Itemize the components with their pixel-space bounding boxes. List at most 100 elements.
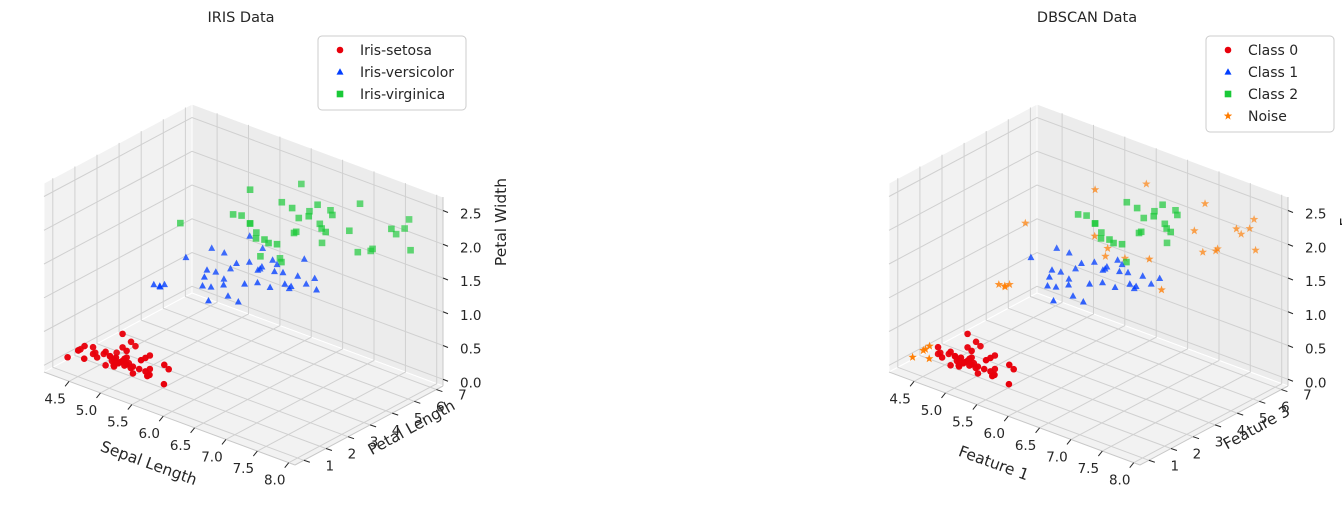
y-tick-mark [1281,389,1288,393]
legend-label: Iris-versicolor [360,65,454,81]
grid-line-z [43,285,444,380]
data-point-iris-versicolor [258,263,266,270]
data-point-class-0 [957,354,965,361]
data-point-iris-virginica [257,252,264,260]
data-point-iris-virginica [261,236,268,243]
legend-marker [336,68,344,75]
legend-label: Class 0 [1248,43,1298,59]
z-tick-label: 0.5 [1305,342,1326,358]
data-point-iris-setosa [160,380,168,388]
data-point-iris-virginica [288,204,296,212]
y-tick-mark [1214,424,1222,428]
data-point-noise [1090,185,1100,194]
grid-line-y [118,142,371,426]
grid-line-z [888,285,1289,380]
data-point-class-2 [1140,214,1148,222]
x-tick-label: 7.0 [1046,449,1067,465]
data-point-iris-versicolor [311,274,319,281]
x-tick-mark [1097,450,1103,457]
data-point-iris-virginica [295,214,303,222]
z-tick-label: 1.0 [1305,308,1326,324]
data-point-iris-versicolor [241,280,249,287]
data-point-iris-versicolor [300,255,308,262]
data-point-iris-setosa [144,372,151,380]
data-point-iris-versicolor [254,266,262,273]
y-tick-label: 6 [436,399,445,415]
z-tick-mark [442,210,449,213]
data-point-class-2 [1118,240,1126,248]
data-point-iris-versicolor [287,282,295,289]
data-point-class-2 [1159,201,1166,209]
data-point-class-2 [1133,204,1141,212]
data-point-class-1 [1079,298,1087,305]
data-point-iris-setosa [132,342,139,350]
data-point-iris-virginica [354,248,362,256]
z-tick-label: 0.0 [460,375,481,391]
data-point-class-1 [1050,297,1057,304]
data-point-iris-virginica [405,216,413,223]
y-axis-line [1139,385,1289,466]
x-tick-label: 7.0 [201,449,222,465]
x-tick-label: 6.0 [983,426,1004,442]
z-tick-mark [1287,243,1294,247]
grid-line-y [74,166,327,449]
z-tick-label: 2.0 [460,240,481,256]
data-point-noise [1142,179,1151,188]
z-axis-label: F [1337,217,1342,226]
data-point-noise [921,344,930,353]
data-point-class-1 [1065,281,1072,288]
data-point-iris-virginica [265,239,272,247]
data-point-iris-setosa [64,353,71,361]
data-point-iris-versicolor [313,286,320,293]
chart-title: DBSCAN Data [1037,10,1137,26]
data-point-iris-virginica [316,220,324,228]
z-tick-label: 2.5 [460,207,481,223]
y-tick-label: 4 [1237,423,1246,439]
data-point-iris-versicolor [182,253,190,261]
data-point-iris-versicolor [207,283,215,290]
data-point-iris-versicolor [266,283,274,290]
y-tick-mark [325,448,333,451]
data-point-noise [1190,226,1199,235]
data-point-class-2 [1083,212,1090,219]
data-point-iris-setosa [129,370,137,377]
data-point-class-2 [1172,206,1179,214]
legend: Iris-setosa Iris-versicolor Iris-virginica [317,35,467,111]
x-tick-label: 8.0 [264,473,285,489]
data-point-class-0 [1010,365,1017,373]
data-point-iris-virginica [392,230,400,238]
data-point-class-1 [1078,259,1085,266]
data-point-class-0 [1005,380,1013,388]
data-point-iris-virginica [177,219,184,227]
x-tick-label: 5.0 [921,403,942,419]
data-point-noise [1198,247,1207,256]
data-point-noise [925,354,934,363]
data-point-iris-versicolor [161,280,168,288]
data-point-iris-versicolor [199,282,206,289]
data-point-iris-virginica [407,246,414,254]
data-point-class-0 [966,362,973,369]
grid-line-y [919,166,1172,449]
data-point-class-1 [1103,263,1111,270]
z-tick-mark [1287,210,1294,213]
grid-line-y [897,178,1149,461]
legend-marker [1224,90,1232,98]
z-tick-label: 1.0 [460,308,481,324]
data-point-iris-virginica [388,225,395,233]
data-point-noise [919,346,928,355]
data-point-iris-versicolor [233,259,240,266]
grid-line-z [888,116,1289,211]
grid-line-x [1039,159,1189,429]
data-point-class-1 [1126,280,1134,287]
data-point-noise [1005,280,1014,289]
data-point-class-1 [1072,264,1079,272]
data-point-iris-setosa [160,361,168,369]
legend-box [1205,35,1335,133]
data-point-iris-virginica [278,258,285,266]
x-tick-label: 5.0 [76,403,97,419]
x-tick-mark [1003,415,1009,422]
legend-label: Iris-virginica [360,87,445,103]
y-tick-label: 3 [370,435,379,451]
x-tick-mark [96,392,101,399]
